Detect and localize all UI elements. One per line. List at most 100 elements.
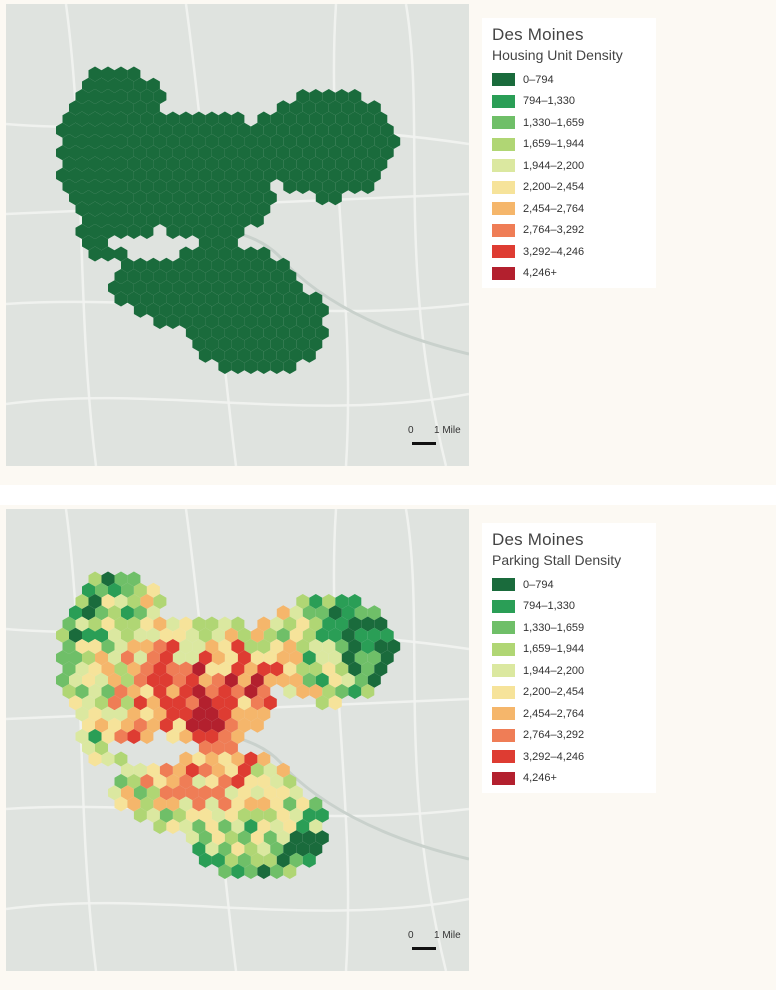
hex-cell [218,616,232,632]
hex-cell [328,627,342,643]
hex-cell [179,111,193,127]
hex-cell [270,156,284,172]
hex-cell [159,212,173,228]
hex-cell [82,167,95,183]
hex-cell [367,167,381,183]
hex-cell [231,359,245,374]
hex-cell [114,134,128,149]
hex-cell [69,167,82,183]
hex-cell [192,819,206,834]
hex-cell [218,819,232,834]
hex-cell [88,111,102,127]
hex-cell [315,325,329,341]
hex-cell [335,616,349,632]
legend-swatch [492,94,515,108]
hex-cell [133,807,147,823]
hex-cell [114,774,128,789]
hex-cell [205,819,219,834]
hex-cell [95,672,108,688]
hex-cell [159,122,173,138]
hex-cell [179,616,193,632]
hex-cell [387,134,401,149]
hex-cell [101,156,115,172]
hex-cell [192,314,206,329]
hex-cell [237,762,251,778]
hex-cell [263,167,277,183]
hex-cell [192,156,206,172]
hex-cell [75,729,89,744]
hex-cell [250,122,264,138]
hex-cell [95,605,108,621]
hex-cell [296,841,310,857]
hex-cell [224,122,238,138]
hex-cell [82,145,95,161]
hex-cell [224,167,238,183]
hex-cell [367,672,381,688]
hex-cell [88,571,102,587]
hex-cell [153,774,167,789]
hex-cell [211,717,225,733]
hex-cell [62,179,76,194]
hex-cell [309,594,323,609]
hex-cell [341,122,355,138]
legend-item: 1,330–1,659 [492,617,584,639]
map-area[interactable]: 0 1 Mile [6,509,469,971]
hex-cell [140,729,154,744]
hex-cell [237,145,251,161]
hex-cell [101,134,115,149]
hex-cell [82,100,95,116]
hex-cell [328,605,342,621]
hex-cell [179,774,193,789]
hex-cell [250,807,264,823]
hex-cell [108,122,121,138]
hex-cell [328,190,342,206]
hex-cell [146,807,160,823]
hex-cell [211,280,225,296]
hex-cell [341,627,355,643]
hex-cell [289,167,303,183]
hex-cell [263,145,277,161]
hex-cell [302,145,316,161]
hex-cell [257,269,271,284]
hex-cell [185,807,199,823]
hex-cell [82,212,95,228]
hex-cell [121,582,134,598]
hex-cell [276,807,290,823]
hex-cell [198,717,212,733]
hex-cell [257,774,271,789]
hex-cell [224,650,238,666]
hex-cell [62,616,76,632]
hex-cell [198,235,212,251]
legend-label: 2,454–2,764 [523,707,585,720]
hex-cell [101,66,115,82]
hex-cell [263,122,277,138]
hex-cell [101,571,115,587]
hex-cell [315,672,329,688]
hex-cell [192,111,206,127]
hex-cell [218,291,232,307]
hex-cell [296,291,310,307]
map-area[interactable]: 0 1 Mile [6,4,469,466]
hex-cell [127,134,141,149]
legend-label: 2,764–3,292 [523,224,585,237]
hex-cell [231,616,245,632]
hex-cell [127,594,141,609]
hex-cell [296,639,310,654]
hex-cell [179,684,193,699]
hex-cell [354,122,368,138]
hex-cell [283,179,297,194]
hex-cell [146,785,160,801]
hex-cell [263,325,277,341]
hex-cell [205,841,219,857]
hex-cell [276,325,290,341]
legend-swatch [492,202,515,216]
hex-cell [133,100,147,116]
hex-cell [82,672,95,688]
hex-cell [133,167,147,183]
hex-cell [88,639,102,654]
hex-cell [205,796,219,812]
hex-cell [185,672,199,688]
legend-label: 1,944–2,200 [523,664,585,677]
hex-cell [250,167,264,183]
hex-cell [133,627,147,643]
